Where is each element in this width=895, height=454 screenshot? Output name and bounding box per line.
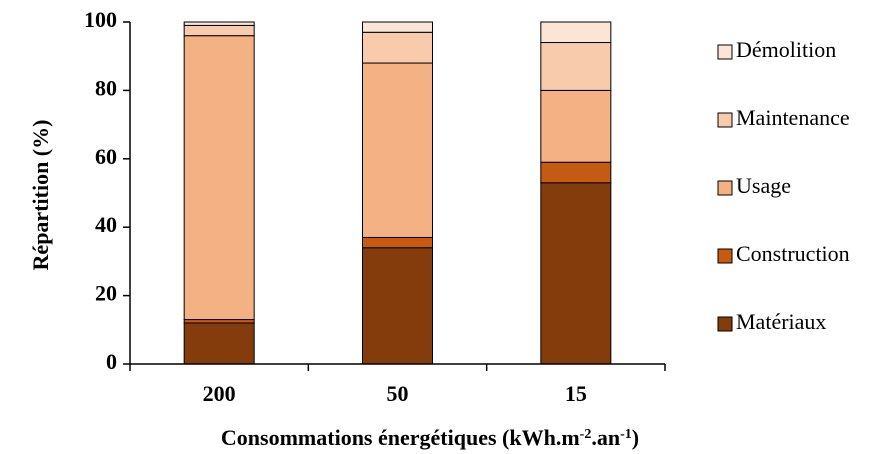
legend-label-4: Construction: [736, 241, 850, 266]
legend-swatch-1: [717, 44, 733, 60]
x-axis-title-sup1: -2: [580, 427, 592, 442]
legend: Démolition Maintenance Usage Construction Ma…: [717, 37, 850, 334]
legend-swatch-3: [717, 180, 733, 196]
bar-segment-3-cat-2: [362, 62, 433, 238]
y-tick-label-3: 40: [95, 212, 117, 237]
legend-label-1: Démolition: [736, 37, 836, 62]
bar-segment-3-cat-1: [183, 35, 255, 321]
bar-segment-5-cat-1: [183, 21, 255, 26]
bar-segment-1-cat-2: [362, 247, 433, 365]
bar-segment-3-cat-3: [540, 89, 612, 163]
y-tick-label-5: 80: [95, 75, 117, 100]
x-tick-label-1: 200: [203, 381, 236, 406]
legend-swatch-5: [717, 316, 733, 332]
y-axis-ticks: 0 20 40 60 80 100: [84, 7, 130, 374]
bar-segment-2-cat-2: [362, 236, 433, 249]
bar-segment-4-cat-1: [183, 24, 255, 37]
bar-segment-2-cat-3: [540, 161, 612, 184]
y-tick-label-6: 100: [84, 7, 117, 32]
legend-swatch-2: [717, 112, 733, 128]
bar-segment-2-cat-1: [183, 319, 255, 324]
y-tick-label-2: 20: [95, 281, 117, 306]
legend-label-2: Maintenance: [736, 105, 850, 130]
y-axis-title: Répartition (%): [28, 120, 53, 271]
x-axis-title-end: ): [632, 425, 639, 450]
x-axis-title-mid: .an: [591, 425, 620, 450]
x-axis-title-sup2: -1: [620, 427, 632, 442]
bar-segment-1-cat-3: [540, 182, 612, 365]
y-tick-label-4: 60: [95, 144, 117, 169]
x-axis-title: Consommations énergétiques (kWh.m-2.an-1…: [221, 425, 639, 450]
x-axis-ticks: 200 50 15: [129, 364, 666, 406]
legend-swatch-4: [717, 248, 733, 264]
x-tick-label-3: 15: [565, 381, 587, 406]
bar-segment-1-cat-1: [183, 322, 255, 365]
x-tick-label-2: 50: [387, 381, 409, 406]
y-tick-label-1: 0: [106, 349, 117, 374]
x-axis-title-main: Consommations énergétiques (kWh.m: [221, 425, 580, 450]
legend-label-3: Usage: [736, 173, 791, 198]
bar-segment-4-cat-2: [362, 31, 433, 64]
bar-segment-5-cat-2: [362, 21, 433, 33]
bar-segment-5-cat-3: [540, 21, 612, 44]
legend-label-5: Matériaux: [736, 309, 826, 334]
bar-segment-4-cat-3: [540, 42, 612, 91]
plot-area: [183, 21, 612, 365]
